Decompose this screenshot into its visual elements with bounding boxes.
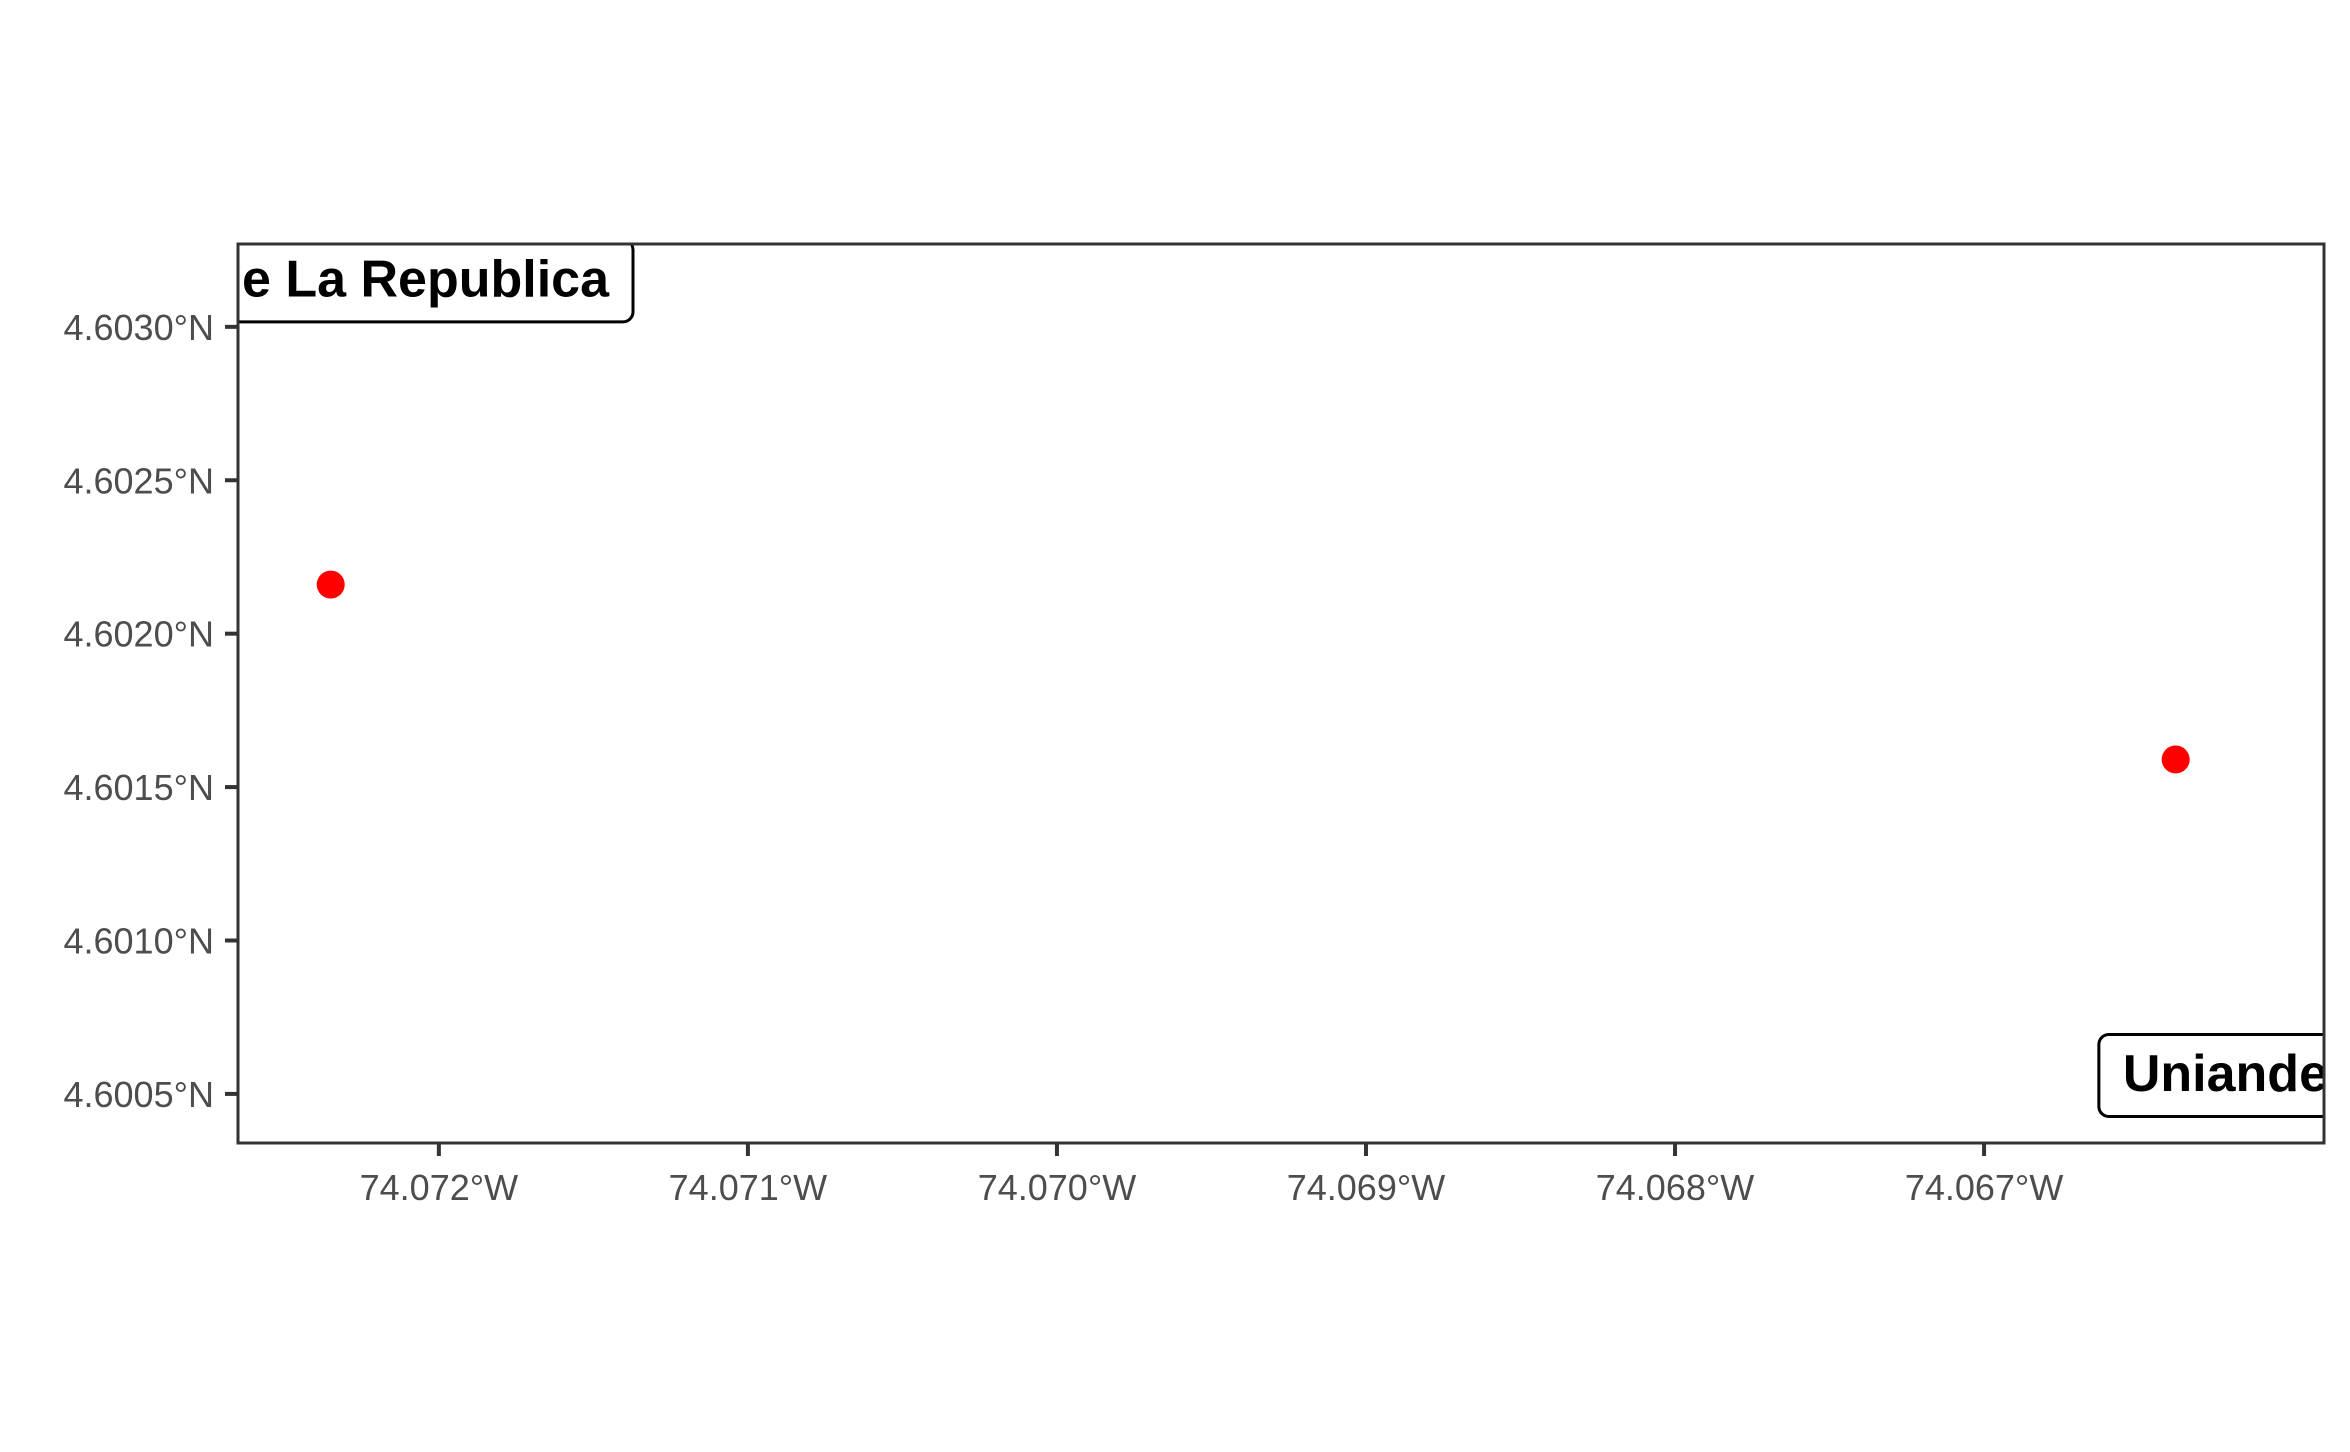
location-point xyxy=(2161,745,2190,774)
y-tick-label: 4.6005°N xyxy=(63,1074,214,1115)
y-tick-label: 4.6020°N xyxy=(63,614,214,655)
x-tick-label: 74.069°W xyxy=(1287,1167,1446,1208)
x-tick-label: 74.070°W xyxy=(978,1167,1137,1208)
y-tick-label: 4.6015°N xyxy=(63,767,214,808)
y-axis: 4.6005°N 4.6010°N 4.6015°N 4.6020°N 4.6025°N… xyxy=(63,307,238,1115)
location-label: Uniande xyxy=(2097,1033,2328,1118)
x-tick-label: 74.072°W xyxy=(360,1167,519,1208)
x-tick-label: 74.067°W xyxy=(1905,1167,2064,1208)
location-label-text: e La Republica xyxy=(242,251,610,309)
x-tick-label: 74.071°W xyxy=(669,1167,828,1208)
y-tick-label: 4.6025°N xyxy=(63,460,214,501)
location-labels: e La Republica Uniande xyxy=(238,244,2328,1118)
y-tick-label: 4.6010°N xyxy=(63,920,214,961)
y-tick-label: 4.6030°N xyxy=(63,307,214,348)
panel-border xyxy=(236,242,2326,1145)
location-points xyxy=(316,570,2190,774)
location-label-box xyxy=(2097,1033,2324,1118)
x-tick-label: 74.068°W xyxy=(1596,1167,1755,1208)
x-axis: 74.072°W 74.071°W 74.070°W 74.069°W 74.068°W… xyxy=(360,1143,2064,1208)
location-label-text: Uniande xyxy=(2123,1045,2328,1103)
location-label: e La Republica xyxy=(238,244,635,324)
location-label-box xyxy=(238,244,635,324)
location-point xyxy=(316,570,345,599)
